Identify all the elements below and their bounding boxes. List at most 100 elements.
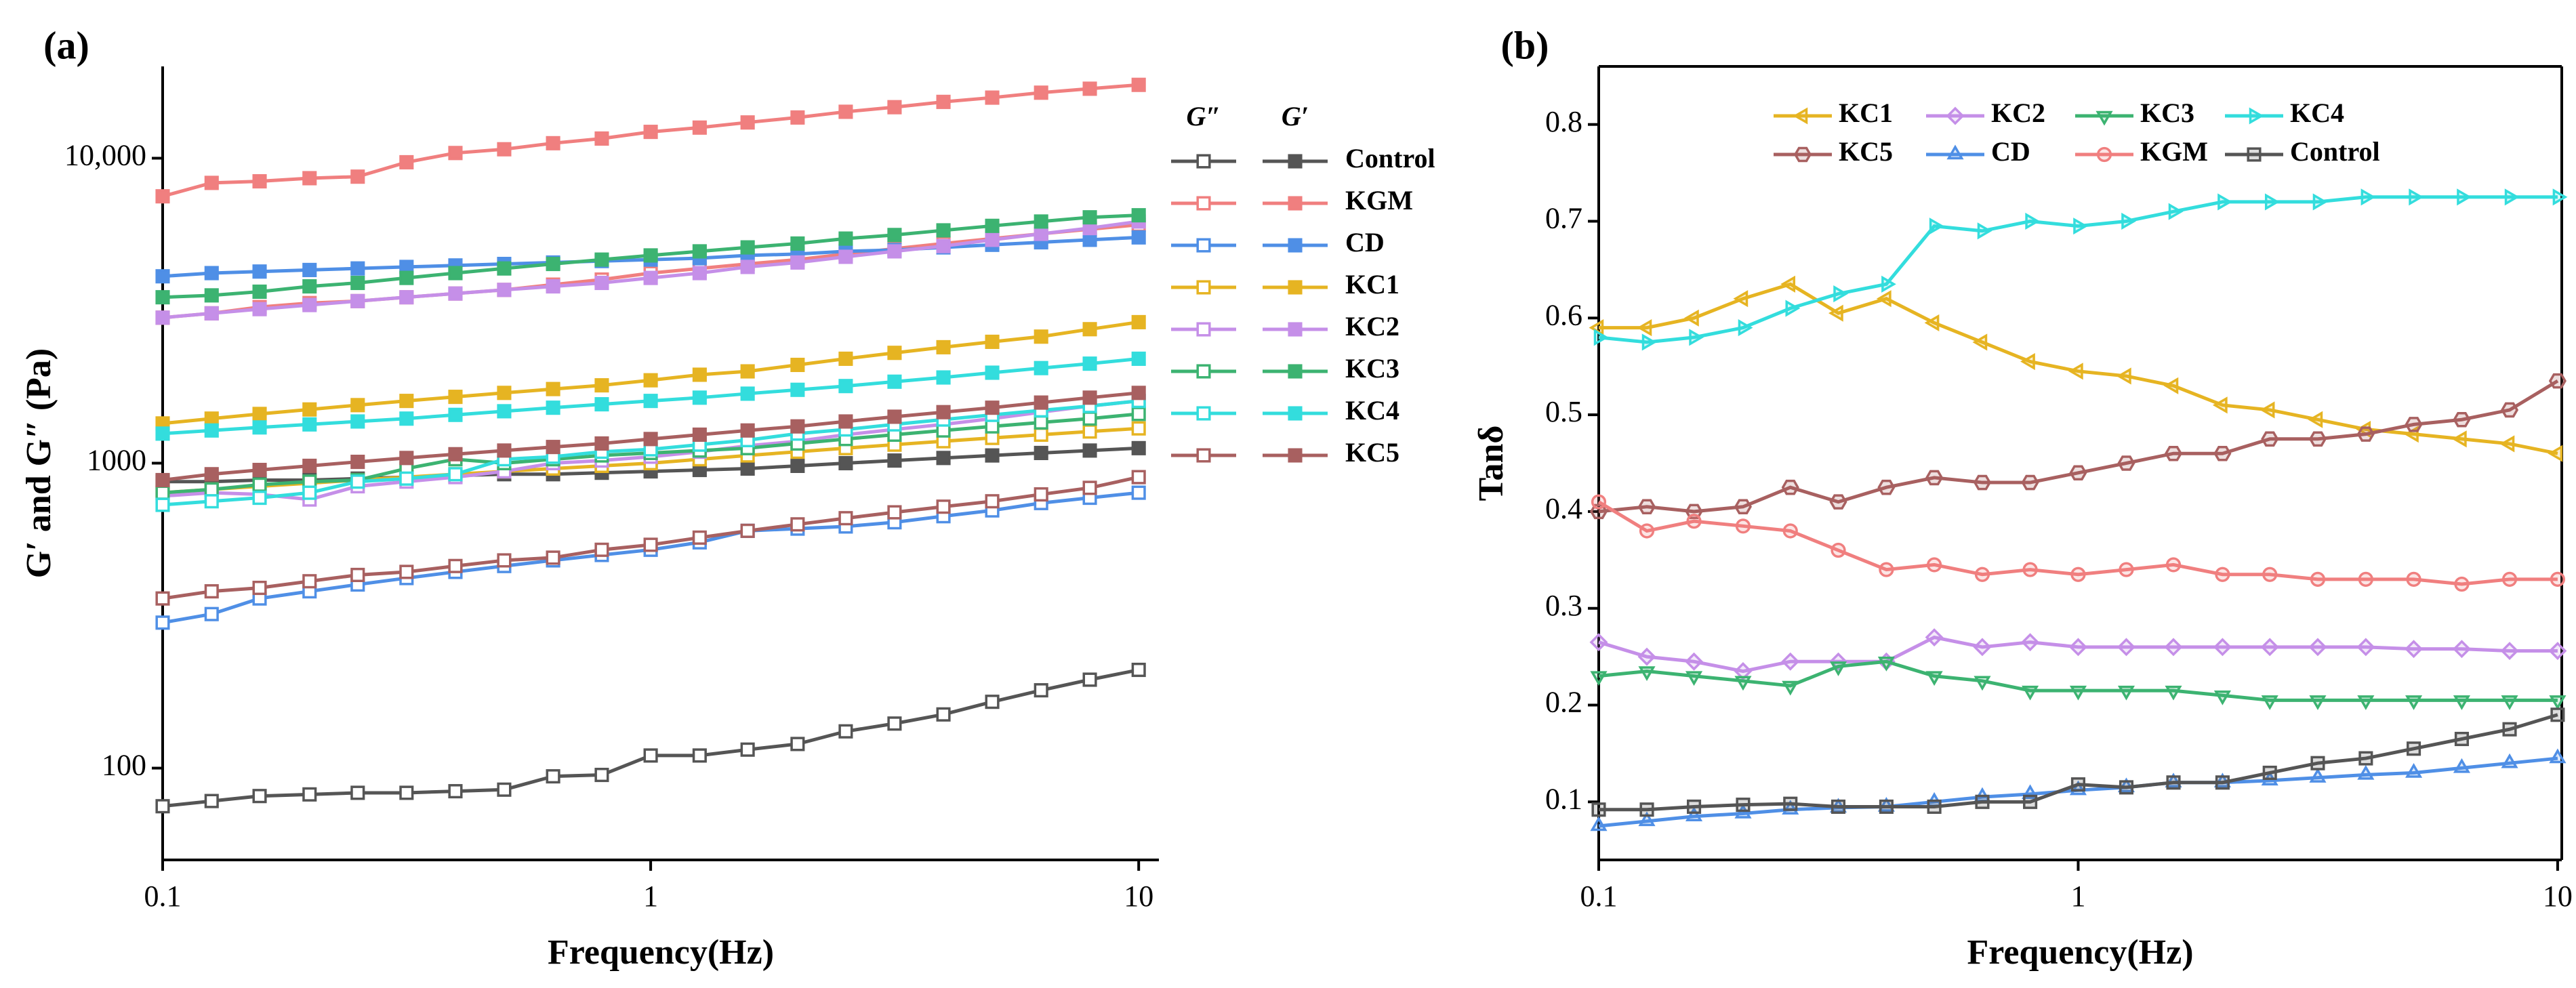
marker bbox=[2548, 445, 2563, 462]
marker bbox=[1685, 671, 1703, 686]
marker bbox=[448, 558, 463, 573]
marker bbox=[155, 615, 170, 630]
marker bbox=[1881, 275, 1896, 293]
marker bbox=[2501, 753, 2518, 768]
marker bbox=[2308, 638, 2327, 657]
marker bbox=[2457, 188, 2472, 206]
marker bbox=[985, 695, 1000, 709]
marker bbox=[1034, 427, 1048, 442]
marker bbox=[448, 266, 463, 281]
marker bbox=[350, 293, 365, 308]
marker bbox=[1925, 671, 1943, 686]
x-axis-label: Frequency(Hz) bbox=[548, 933, 774, 972]
marker bbox=[2116, 367, 2131, 385]
marker bbox=[1288, 280, 1303, 295]
marker bbox=[1829, 494, 1847, 510]
marker bbox=[155, 497, 170, 512]
marker bbox=[350, 455, 365, 470]
marker bbox=[887, 228, 902, 243]
marker bbox=[546, 550, 560, 565]
marker bbox=[497, 443, 512, 458]
marker bbox=[838, 379, 853, 394]
marker bbox=[1925, 470, 1944, 486]
marker bbox=[2070, 567, 2086, 582]
marker bbox=[594, 542, 609, 557]
y-tick-label: 100 bbox=[102, 749, 146, 782]
marker bbox=[2310, 571, 2326, 587]
marker bbox=[350, 261, 365, 276]
marker bbox=[985, 232, 1000, 247]
marker bbox=[204, 584, 219, 599]
marker bbox=[302, 402, 317, 417]
marker bbox=[204, 411, 219, 426]
legend-label: KC1 bbox=[1345, 269, 1399, 300]
marker bbox=[936, 499, 951, 514]
marker bbox=[2249, 107, 2264, 125]
marker bbox=[643, 125, 658, 140]
marker bbox=[1131, 351, 1146, 366]
marker bbox=[1973, 638, 1992, 657]
marker bbox=[692, 244, 707, 259]
marker bbox=[1972, 333, 1988, 351]
marker bbox=[1082, 480, 1097, 495]
marker bbox=[2357, 695, 2375, 710]
marker bbox=[155, 310, 170, 325]
marker bbox=[2213, 690, 2231, 705]
marker bbox=[350, 398, 365, 413]
y-tick-label: 0.6 bbox=[1545, 298, 1582, 331]
marker bbox=[2261, 431, 2279, 447]
marker bbox=[1288, 322, 1303, 337]
marker bbox=[594, 252, 609, 267]
marker bbox=[1735, 518, 1751, 534]
y-tick-label: 0.2 bbox=[1545, 686, 1582, 719]
marker bbox=[1196, 154, 1211, 169]
marker bbox=[204, 176, 219, 190]
marker bbox=[985, 90, 1000, 105]
marker bbox=[302, 279, 317, 294]
marker bbox=[985, 448, 1000, 463]
marker bbox=[838, 104, 853, 119]
series-line bbox=[1598, 379, 2559, 514]
marker bbox=[1879, 799, 1894, 815]
marker bbox=[1034, 329, 1048, 344]
marker bbox=[740, 461, 755, 476]
marker bbox=[936, 707, 951, 722]
marker bbox=[594, 768, 609, 783]
marker bbox=[1131, 407, 1146, 421]
legend-label: KC3 bbox=[2140, 98, 2194, 128]
marker bbox=[1781, 479, 1799, 495]
marker bbox=[2552, 188, 2568, 206]
marker bbox=[790, 382, 805, 397]
marker bbox=[1929, 218, 1944, 235]
marker bbox=[2549, 695, 2567, 710]
marker bbox=[2168, 203, 2184, 220]
marker bbox=[1589, 633, 1608, 652]
marker bbox=[838, 414, 853, 429]
marker bbox=[1034, 361, 1048, 375]
marker bbox=[1831, 799, 1846, 815]
marker bbox=[2405, 695, 2423, 710]
marker bbox=[2409, 188, 2424, 206]
marker bbox=[302, 787, 317, 802]
marker bbox=[2022, 562, 2038, 577]
marker bbox=[399, 155, 414, 169]
legend-label: KC5 bbox=[1839, 136, 1893, 167]
y-tick-label: 0.1 bbox=[1545, 782, 1582, 815]
marker bbox=[2499, 435, 2515, 453]
marker bbox=[985, 419, 1000, 434]
marker bbox=[1946, 144, 1964, 160]
marker bbox=[740, 523, 755, 538]
marker bbox=[2405, 640, 2424, 659]
marker bbox=[448, 286, 463, 301]
series-line bbox=[1598, 195, 2558, 344]
marker bbox=[252, 491, 267, 506]
marker bbox=[2069, 685, 2087, 701]
marker bbox=[399, 785, 414, 800]
x-tick-label: 10 bbox=[1124, 880, 1153, 913]
marker bbox=[1082, 356, 1097, 371]
marker bbox=[448, 146, 463, 161]
marker bbox=[2357, 764, 2375, 780]
marker bbox=[302, 171, 317, 186]
marker bbox=[1131, 77, 1146, 92]
marker bbox=[2217, 193, 2232, 211]
